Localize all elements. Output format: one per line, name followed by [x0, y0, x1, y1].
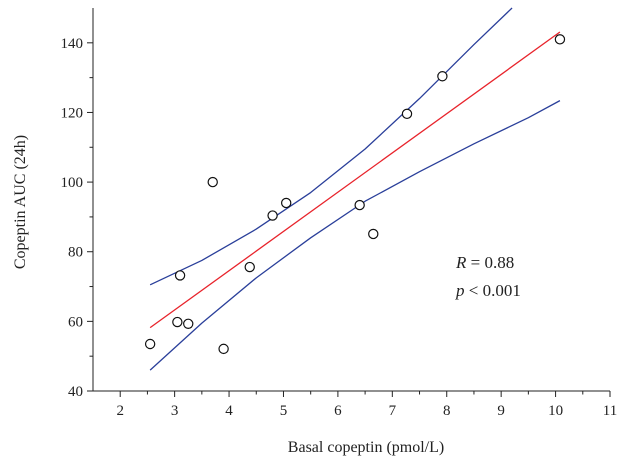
- regression-line: [149, 31, 561, 329]
- data-point: [280, 197, 292, 209]
- p-symbol: p: [455, 281, 465, 300]
- data-point: [144, 338, 156, 350]
- x-tick-label: 11: [603, 403, 617, 419]
- x-tick-label: 2: [116, 403, 124, 419]
- y-tick-label: 80: [68, 245, 83, 261]
- axes: 2 3 4 5 6 7 8 9 10 11 40 60 80 100 120 140: [61, 8, 617, 419]
- data-point: [183, 318, 194, 330]
- data-point: [554, 34, 566, 45]
- data-point: [267, 210, 278, 221]
- x-tick-label: 10: [548, 403, 563, 419]
- plot-marks: [144, 7, 566, 371]
- r-value: = 0.88: [466, 253, 514, 272]
- data-point: [368, 228, 379, 240]
- data-point: [174, 270, 186, 281]
- y-tick-label: 120: [61, 105, 84, 121]
- y-tick-label: 140: [61, 36, 84, 52]
- confidence-band-upper: [149, 7, 513, 286]
- x-tick-label: 5: [280, 403, 288, 419]
- x-tick-label: 8: [443, 403, 451, 419]
- p-value-label: p < 0.001: [455, 281, 521, 300]
- x-axis-title: Basal copeptin (pmol/L): [288, 439, 444, 456]
- x-tick-label: 3: [171, 403, 179, 419]
- data-point: [244, 261, 255, 273]
- x-tick-label: 6: [334, 403, 342, 419]
- y-tick-label: 40: [68, 384, 83, 400]
- data-point: [172, 316, 183, 328]
- data-point: [218, 343, 229, 355]
- confidence-band-lower: [149, 100, 561, 371]
- x-tick-label: 4: [225, 403, 233, 419]
- data-point: [354, 199, 365, 211]
- y-tick-label: 100: [61, 175, 84, 191]
- data-point: [207, 176, 218, 188]
- r-value-label: R = 0.88: [455, 253, 514, 272]
- y-axis-title: Copeptin AUC (24h): [12, 135, 29, 269]
- data-point: [401, 108, 413, 120]
- x-tick-label: 7: [389, 403, 397, 419]
- r-symbol: R: [455, 253, 467, 272]
- stats-annotation: R = 0.88 p < 0.001: [455, 253, 521, 300]
- data-point: [437, 71, 448, 82]
- p-value: < 0.001: [465, 281, 521, 300]
- y-tick-label: 60: [68, 314, 83, 330]
- x-tick-label: 9: [497, 403, 505, 419]
